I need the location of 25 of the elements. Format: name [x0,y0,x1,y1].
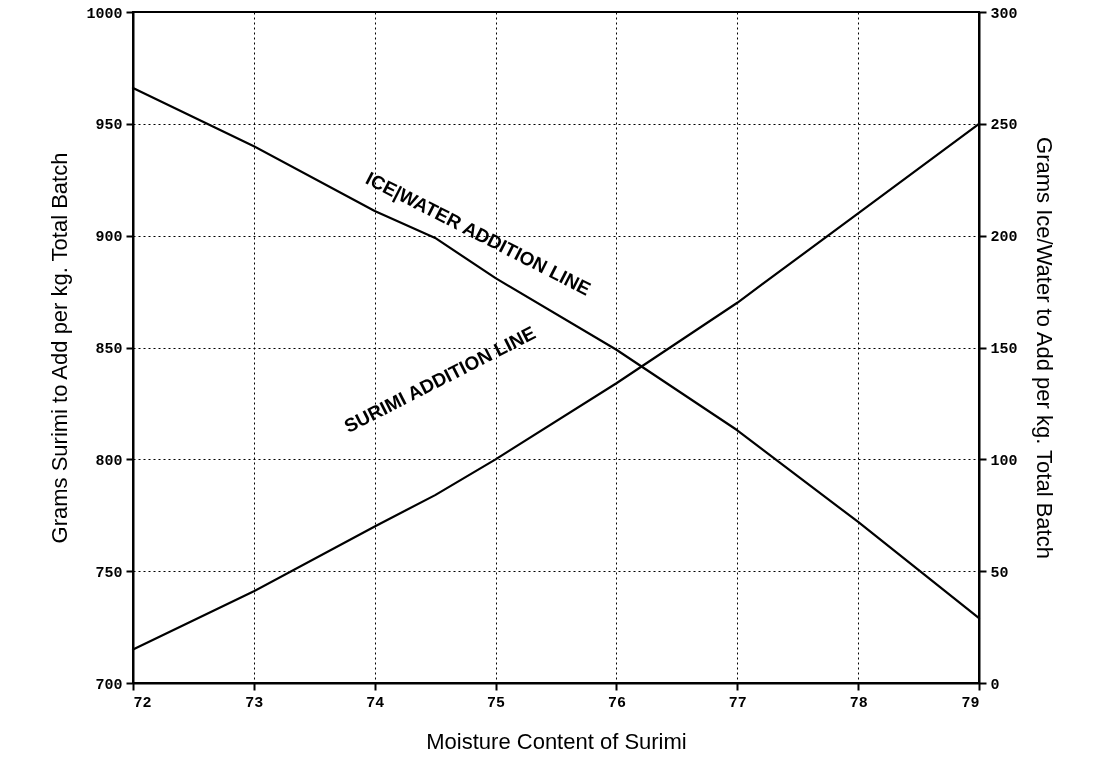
y-tick-label: 750 [95,564,123,582]
y-axis-title: Grams Surimi to Add per kg. Total Batch [47,152,73,544]
y-tick-label: 1000 [86,5,123,23]
x-tick-label: 75 [487,694,506,712]
y-tick-label: 700 [95,676,123,694]
y-tick-label: 850 [95,341,123,358]
x-tick-label: 74 [366,694,385,712]
y2-tick-label: 100 [990,452,1018,470]
x-tick-label: 72 [133,694,152,712]
y-tick-label: 800 [95,452,123,470]
x-axis-title: Moisture Content of Surimi [426,728,687,754]
y2-tick-label: 300 [990,5,1018,23]
y-tick-label: 900 [95,229,123,247]
y2-tick-label: 150 [990,341,1018,358]
y2-tick-label: 200 [990,229,1018,247]
y2-tick-label: 50 [990,564,1009,582]
x-tick-label: 76 [607,694,626,712]
y-tick-label: 950 [95,117,123,135]
x-tick-label: 77 [728,694,747,712]
x-tick-label: 78 [849,694,868,712]
y2-tick-label: 250 [990,117,1018,135]
y2-tick-label: 0 [990,676,1000,694]
y2-axis-title: Grams Ice/Water to Add per kg. Total Batch [1031,137,1057,559]
x-tick-label: 73 [245,694,264,712]
x-tick-label: 79 [961,694,980,712]
